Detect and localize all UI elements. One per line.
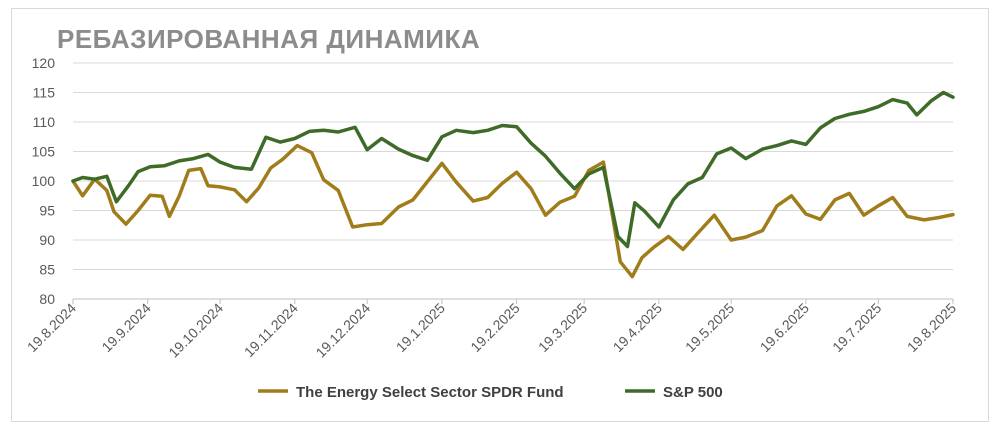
series-line-energy-fund — [71, 143, 955, 279]
y-tick-label: 80 — [39, 291, 55, 307]
y-tick-label: 110 — [33, 114, 56, 130]
y-tick-label: 100 — [32, 173, 56, 189]
y-tick-label: 85 — [39, 262, 55, 278]
x-tick-label: 19.3.2025 — [535, 300, 591, 356]
legend-label: S&P 500 — [663, 384, 723, 401]
x-tick-label: 19.1.2025 — [393, 300, 449, 356]
legend: The Energy Select Sector SPDR Fund S&P 50… — [258, 384, 723, 401]
x-tick-label: 19.9.2024 — [98, 300, 154, 356]
x-tick-label: 19.4.2025 — [610, 300, 666, 356]
x-tick-label: 19.2.2025 — [467, 300, 523, 356]
x-axis — [72, 298, 954, 304]
legend-label: The Energy Select Sector SPDR Fund — [296, 384, 564, 401]
y-tick-label: 90 — [39, 232, 55, 248]
series-line-sp500 — [71, 90, 955, 249]
x-tick-label: 19.5.2025 — [682, 300, 738, 356]
chart-frame — [11, 8, 989, 422]
gridlines — [73, 62, 953, 270]
y-tick-label: 120 — [32, 55, 56, 71]
x-tick-label: 19.6.2025 — [757, 300, 813, 356]
y-tick-label: 95 — [39, 203, 55, 219]
chart-title: РЕБАЗИРОВАННАЯ ДИНАМИКА — [57, 24, 481, 54]
y-tick-label: 105 — [32, 144, 56, 160]
y-tick-label: 115 — [33, 85, 56, 101]
x-tick-label: 19.12.2024 — [312, 300, 373, 361]
series-lines — [71, 90, 955, 279]
y-axis-tick-labels: 80 85 90 95 100 105 110 115 120 — [32, 55, 56, 307]
x-tick-label: 19.8.2025 — [904, 300, 960, 356]
x-axis-tick-labels: 19.8.2024 19.9.2024 19.10.2024 19.11.2024 19… — [24, 300, 960, 361]
x-tick-label: 19.11.2024 — [241, 300, 301, 360]
x-tick-label: 19.10.2024 — [165, 300, 226, 361]
x-tick-label: 19.8.2024 — [24, 300, 80, 356]
x-tick-label: 19.7.2025 — [829, 300, 885, 356]
